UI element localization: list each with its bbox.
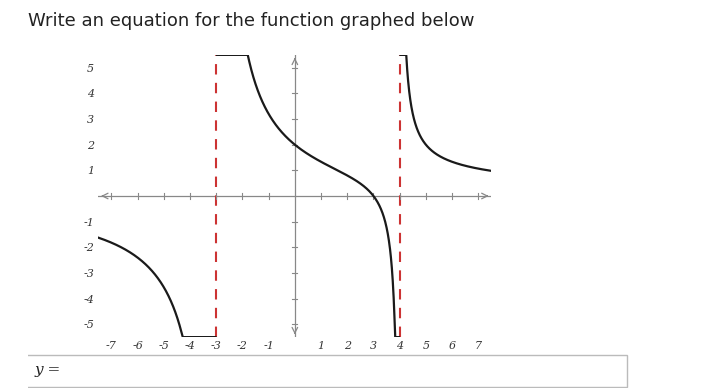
Text: y =: y = bbox=[34, 363, 60, 377]
Text: Write an equation for the function graphed below: Write an equation for the function graph… bbox=[28, 12, 475, 30]
FancyBboxPatch shape bbox=[22, 355, 628, 387]
